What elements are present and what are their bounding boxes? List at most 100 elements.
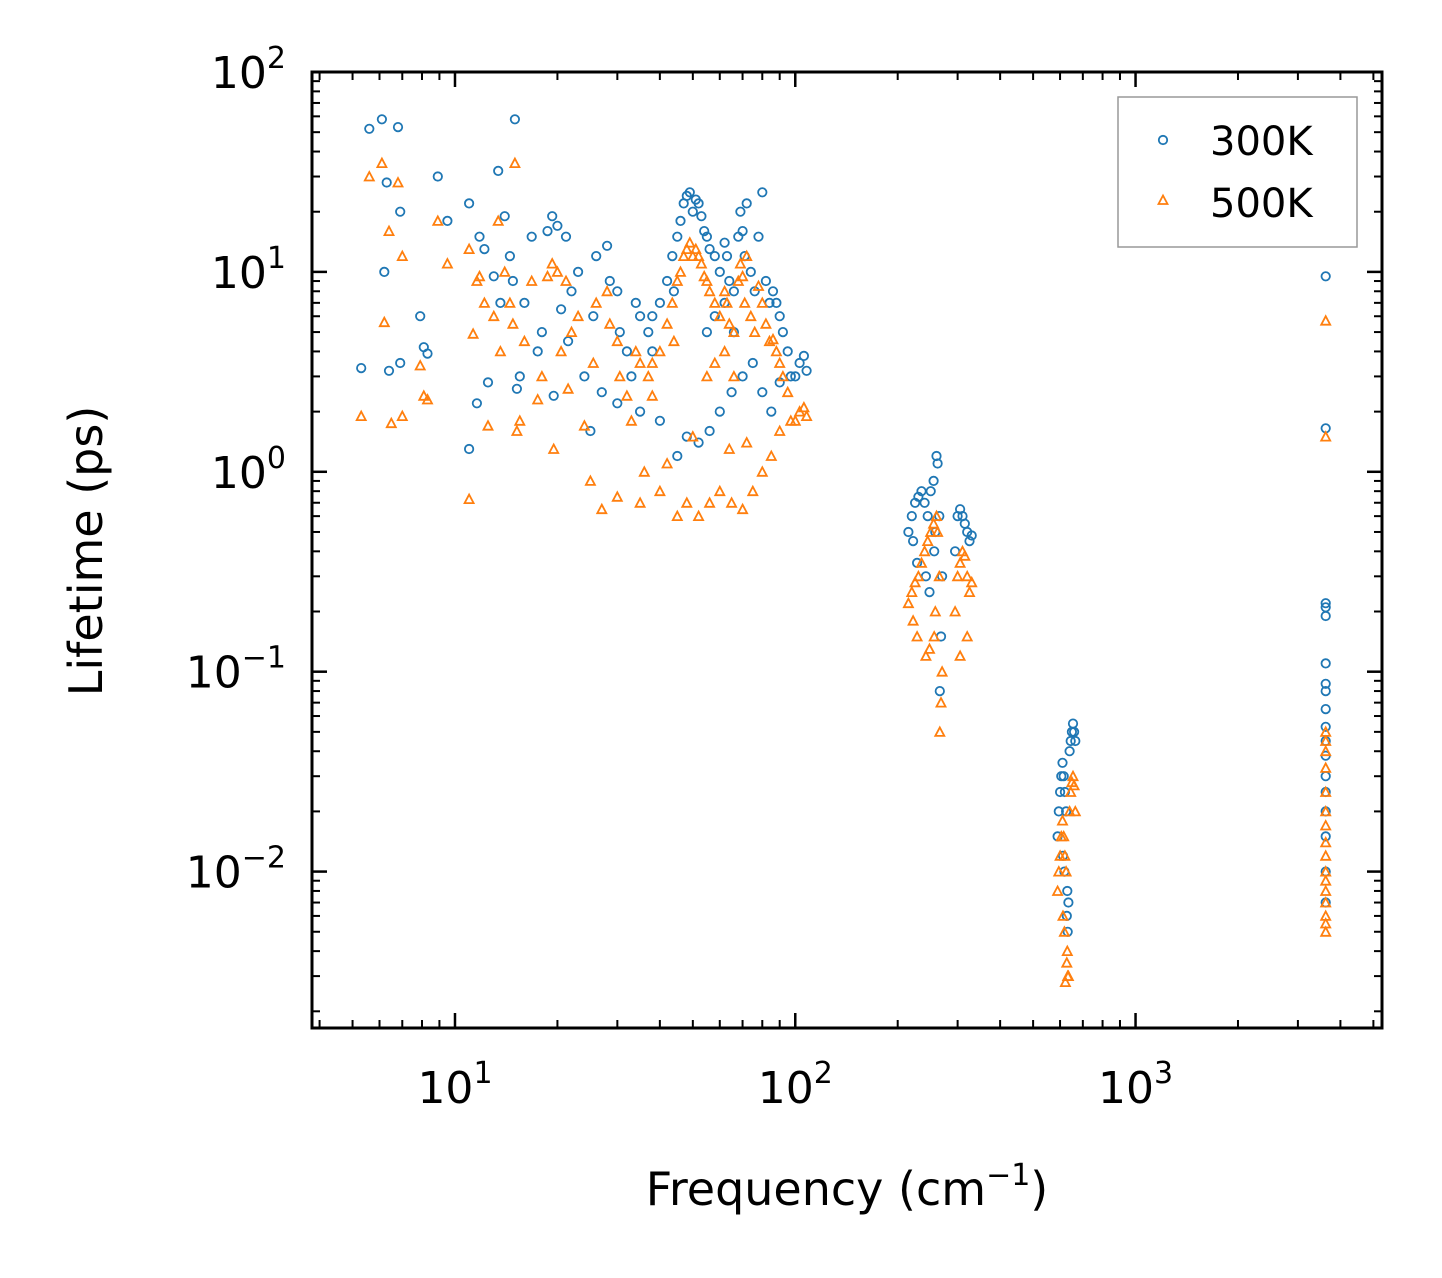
point-300k <box>356 362 367 374</box>
point-300k <box>782 346 793 357</box>
point-500k <box>736 502 749 515</box>
point-500k <box>572 309 585 322</box>
point-300k <box>1062 885 1073 897</box>
point-500k <box>738 296 751 308</box>
point-500k <box>1057 829 1070 842</box>
point-500k <box>498 265 511 277</box>
point-300k <box>714 406 725 417</box>
point-500k <box>417 389 430 401</box>
point-300k <box>379 266 390 277</box>
point-300k <box>906 510 917 522</box>
point-300k <box>913 491 924 502</box>
point-300k <box>757 187 768 198</box>
point-500k <box>740 436 753 448</box>
point-500k <box>646 389 659 401</box>
point-300k <box>442 215 453 226</box>
point-300k <box>693 437 704 448</box>
point-300k <box>654 297 666 308</box>
point-300k <box>463 198 475 209</box>
point-500k <box>708 356 721 368</box>
point-300k <box>422 348 433 359</box>
point-500k <box>392 176 404 188</box>
point-300k <box>381 177 392 188</box>
point-300k <box>684 187 695 198</box>
point-500k <box>740 249 753 262</box>
point-500k <box>954 649 967 661</box>
point-300k <box>964 535 975 547</box>
point-500k <box>773 424 786 436</box>
point-500k <box>718 344 731 357</box>
point-300k <box>566 286 577 297</box>
point-300k <box>626 371 637 382</box>
y-tick-label: 101 <box>211 241 286 299</box>
point-300k <box>596 387 607 398</box>
point-300k <box>395 206 406 217</box>
point-500k <box>963 585 976 597</box>
point-500k <box>431 214 444 226</box>
point-300k <box>672 231 683 242</box>
point-500k <box>634 356 647 368</box>
point-500k <box>565 325 578 338</box>
point-300k <box>753 231 764 242</box>
point-500k <box>718 284 731 297</box>
point-300k <box>704 244 715 255</box>
point-300k <box>572 266 584 277</box>
point-300k <box>504 251 515 262</box>
point-500k <box>1319 761 1332 773</box>
point-500k <box>1319 884 1332 896</box>
point-500k <box>463 492 476 505</box>
x-tick-label: 101 <box>417 1056 492 1114</box>
point-500k <box>661 457 674 469</box>
point-300k <box>721 251 733 262</box>
point-500k <box>692 509 705 521</box>
point-300k <box>771 297 782 308</box>
point-300k <box>519 297 530 308</box>
point-500k <box>924 525 937 537</box>
point-300k <box>737 226 748 237</box>
point-500k <box>611 334 624 347</box>
point-500k <box>671 509 684 521</box>
point-500k <box>748 325 761 338</box>
point-300k <box>579 371 590 382</box>
point-300k <box>709 251 720 262</box>
point-500k <box>909 575 922 588</box>
point-300k <box>1320 658 1331 669</box>
point-500k <box>912 569 925 582</box>
point-500k <box>1319 849 1332 861</box>
point-300k <box>774 311 785 322</box>
point-300k <box>1058 771 1069 782</box>
point-500k <box>506 317 519 329</box>
point-300k <box>432 171 443 182</box>
point-300k <box>661 275 673 287</box>
point-300k <box>766 406 777 417</box>
point-500k <box>482 419 494 431</box>
point-500k <box>680 496 693 508</box>
point-300k <box>728 286 740 297</box>
point-300k <box>415 311 426 322</box>
point-500k <box>666 296 679 308</box>
point-500k <box>363 170 376 182</box>
point-300k <box>630 297 641 308</box>
point-500k <box>560 274 572 286</box>
point-500k <box>510 424 523 436</box>
point-300k <box>1320 271 1331 282</box>
point-500k <box>1051 884 1064 896</box>
point-300k <box>934 685 945 697</box>
point-300k <box>621 346 633 357</box>
point-500k <box>931 525 944 537</box>
point-500k <box>473 269 486 282</box>
point-300k <box>488 271 499 282</box>
point-500k <box>723 442 736 454</box>
point-300k <box>634 311 646 322</box>
point-300k <box>767 286 779 297</box>
point-500k <box>503 296 516 308</box>
point-500k <box>535 369 548 382</box>
point-500k <box>961 630 974 642</box>
point-500k <box>1067 769 1079 782</box>
point-500k <box>590 296 603 308</box>
point-500k <box>674 265 687 277</box>
point-500k <box>752 279 765 291</box>
point-300k <box>1055 786 1066 798</box>
point-500k <box>954 556 967 568</box>
point-500k <box>603 317 616 329</box>
